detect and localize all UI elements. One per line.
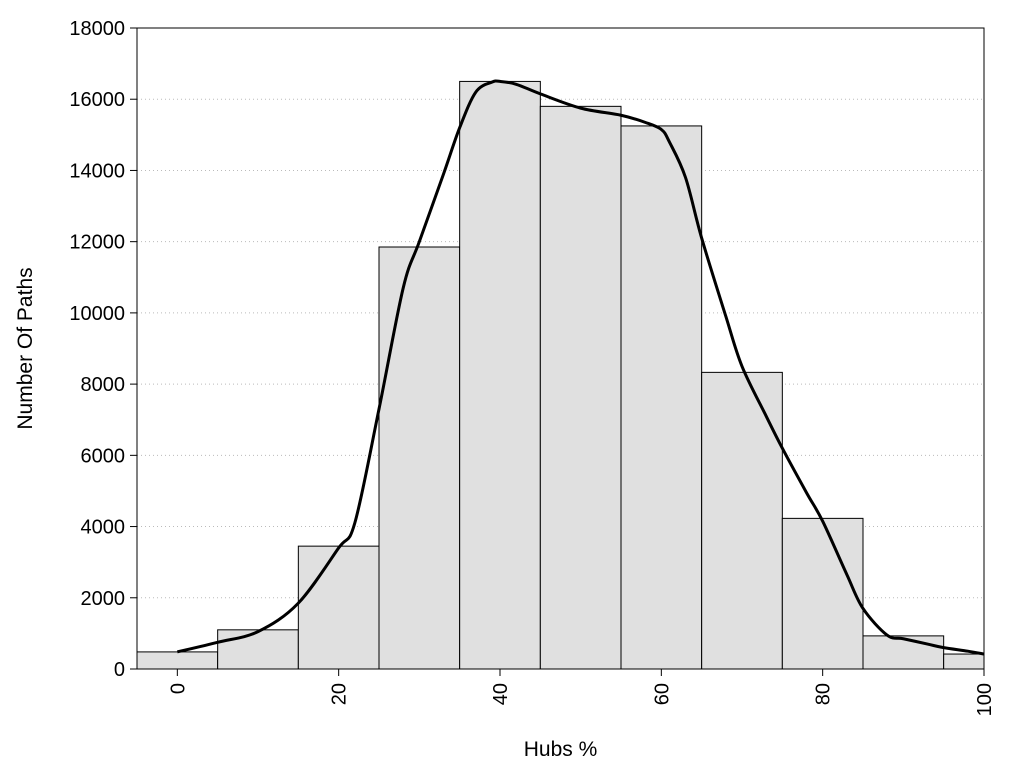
histogram-bar [781,517,864,670]
histogram-bar [943,653,985,670]
histogram-bar [862,635,945,670]
y-axis-title: Number Of Paths [14,267,37,429]
histogram-bar [217,629,299,670]
histogram-bar [459,80,541,670]
y-tick-label: 0 [114,659,125,681]
y-tick-label: 18000 [69,18,125,40]
y-tick-label: 16000 [69,89,125,111]
y-tick-label: 8000 [81,374,126,396]
x-tick-label: 60 [651,683,673,705]
y-tick-label: 12000 [69,232,125,254]
x-axis-title: Hubs % [524,738,598,761]
x-tick-label: 40 [490,683,512,705]
y-tick-label: 14000 [69,160,125,182]
x-tick-label: 0 [167,683,189,694]
density-curve [176,79,985,656]
histogram-bar [136,651,219,670]
x-axis-ticks: 0 20 40 60 80 100 [167,669,996,716]
histogram-bar [378,246,461,670]
y-tick-label: 10000 [69,303,125,325]
histogram-bar [297,545,380,670]
y-tick-label: 4000 [81,517,126,539]
y-axis-ticks: 0 2000 4000 6000 8000 10000 12000 14000 16000 180… [69,18,137,681]
histogram-bar [620,125,703,670]
plot-frame [136,27,985,670]
histogram-bar [539,105,622,670]
density-curve-layer [176,79,985,656]
y-tick-label: 6000 [81,445,126,467]
x-tick-label: 100 [974,683,996,716]
x-tick-label: 80 [813,683,835,705]
histogram-bar [701,371,783,670]
y-tick-label: 2000 [81,588,126,610]
histogram-bars [136,80,985,670]
x-tick-label: 20 [329,683,351,705]
